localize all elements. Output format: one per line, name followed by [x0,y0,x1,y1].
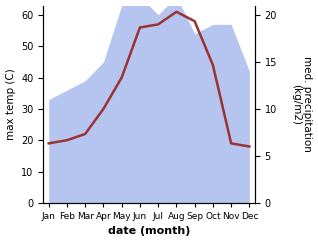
Y-axis label: max temp (C): max temp (C) [5,68,16,140]
X-axis label: date (month): date (month) [108,227,190,236]
Y-axis label: med. precipitation
(kg/m2): med. precipitation (kg/m2) [291,56,313,152]
